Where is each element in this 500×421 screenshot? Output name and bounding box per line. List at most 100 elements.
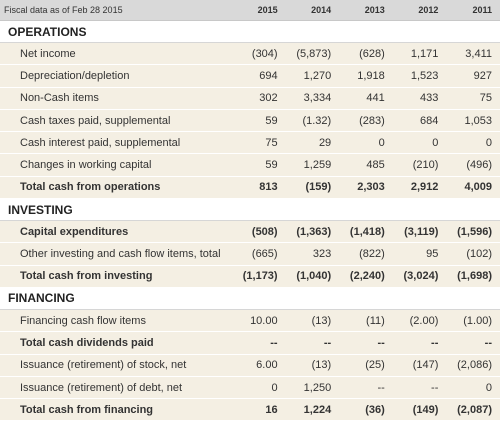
row-label: Cash interest paid, supplemental: [0, 131, 232, 155]
value-cell: --: [392, 376, 447, 400]
year-header[interactable]: 2011: [446, 0, 500, 21]
value-cell: 441: [339, 87, 393, 110]
value-cell: --: [446, 331, 500, 355]
section-header-operations: OPERATIONS: [0, 20, 500, 43]
value-cell: --: [392, 331, 447, 355]
value-cell: 2,303: [339, 176, 393, 200]
year-header[interactable]: 2013: [339, 0, 393, 21]
value-cell: (13): [285, 309, 340, 333]
value-cell: (822): [339, 242, 393, 266]
value-cell: (283): [339, 109, 393, 133]
value-cell: 6.00: [232, 354, 286, 377]
value-cell: (1,173): [232, 265, 286, 288]
value-cell: 1,053: [446, 109, 500, 133]
value-cell: 927: [446, 64, 500, 88]
value-cell: (5,873): [285, 42, 340, 66]
value-cell: (304): [232, 42, 286, 66]
value-cell: (1.32): [285, 109, 340, 133]
year-header[interactable]: 2012: [392, 0, 447, 21]
table-row: Depreciation/depletion 694 1,270 1,918 1,523…: [0, 64, 500, 88]
section-title: INVESTING: [0, 198, 500, 222]
value-cell: 684: [392, 109, 447, 133]
value-cell: 1,171: [392, 42, 447, 66]
row-label: Total cash from financing: [0, 398, 232, 421]
value-cell: (1.00): [446, 309, 500, 333]
table-row: Non-Cash items 302 3,334 441 433 75: [0, 87, 500, 110]
table-row: Issuance (retirement) of debt, net 0 1,250…: [0, 376, 500, 400]
value-cell: 16: [232, 398, 286, 421]
row-label: Cash taxes paid, supplemental: [0, 109, 232, 133]
fiscal-caption: Fiscal data as of Feb 28 2015: [0, 0, 232, 21]
value-cell: 813: [232, 176, 286, 200]
value-cell: 2,912: [392, 176, 447, 200]
row-label: Issuance (retirement) of stock, net: [0, 354, 232, 377]
value-cell: (2,240): [339, 265, 393, 288]
section-header-financing: FINANCING: [0, 287, 500, 310]
value-cell: (11): [339, 309, 393, 333]
table-row: Other investing and cash flow items, tot…: [0, 242, 500, 266]
value-cell: (147): [392, 354, 447, 377]
value-cell: --: [339, 376, 393, 400]
table-row: Total cash from investing (1,173) (1,040)(…: [0, 265, 500, 288]
table-row: Cash interest paid, supplemental 75 29 0 0 0: [0, 131, 500, 155]
value-cell: 433: [392, 87, 447, 110]
row-label: Net income: [0, 42, 232, 66]
value-cell: 1,270: [285, 64, 340, 88]
value-cell: (36): [339, 398, 393, 421]
value-cell: 4,009: [446, 176, 500, 200]
table-row: Financing cash flow items 10.00 (13) (11) (2…: [0, 309, 500, 333]
table-row: Capital expenditures (508) (1,363) (1,418)(…: [0, 220, 500, 244]
table-row: Cash taxes paid, supplemental 59 (1.32) (28…: [0, 109, 500, 133]
value-cell: 59: [232, 153, 286, 177]
value-cell: (2,087): [446, 398, 500, 421]
value-cell: (1,040): [285, 265, 340, 288]
value-cell: 1,523: [392, 64, 447, 88]
value-cell: (1,363): [285, 220, 340, 244]
section-header-investing: INVESTING: [0, 198, 500, 222]
row-label: Financing cash flow items: [0, 309, 232, 333]
value-cell: (159): [285, 176, 340, 200]
value-cell: (210): [392, 153, 447, 177]
value-cell: (508): [232, 220, 286, 244]
value-cell: 323: [285, 242, 340, 266]
value-cell: 1,250: [285, 376, 340, 400]
year-header[interactable]: 2014: [285, 0, 340, 21]
row-label: Changes in working capital: [0, 153, 232, 177]
value-cell: 10.00: [232, 309, 286, 333]
value-cell: (2.00): [392, 309, 447, 333]
year-header[interactable]: 2015: [232, 0, 286, 21]
value-cell: --: [339, 331, 393, 355]
table-row: Issuance (retirement) of stock, net 6.00(…: [0, 354, 500, 377]
row-label: Non-Cash items: [0, 87, 232, 110]
table-header-row: Fiscal data as of Feb 28 2015 2015 2014 …: [0, 0, 500, 21]
value-cell: 0: [446, 376, 500, 400]
value-cell: --: [285, 331, 340, 355]
value-cell: (149): [392, 398, 447, 421]
value-cell: 1,918: [339, 64, 393, 88]
value-cell: --: [232, 331, 286, 355]
table-row: Total cash from operations 813 (159) 2,303 2…: [0, 176, 500, 200]
value-cell: 3,334: [285, 87, 340, 110]
value-cell: 1,259: [285, 153, 340, 177]
value-cell: (1,596): [446, 220, 500, 244]
value-cell: 0: [446, 131, 500, 155]
table-row: Total cash from financing 16 1,224 (36) (149…: [0, 398, 500, 421]
row-label: Total cash from investing: [0, 265, 232, 288]
value-cell: (25): [339, 354, 393, 377]
value-cell: (2,086): [446, 354, 500, 377]
value-cell: 694: [232, 64, 286, 88]
value-cell: 95: [392, 242, 447, 266]
value-cell: 29: [285, 131, 340, 155]
value-cell: 75: [446, 87, 500, 110]
table-row: Net income (304) (5,873) (628) 1,171 3,411: [0, 42, 500, 66]
row-label: Total cash dividends paid: [0, 331, 232, 355]
value-cell: (3,119): [392, 220, 447, 244]
value-cell: 0: [392, 131, 447, 155]
row-label: Depreciation/depletion: [0, 64, 232, 88]
value-cell: (13): [285, 354, 340, 377]
section-title: FINANCING: [0, 287, 500, 310]
value-cell: (665): [232, 242, 286, 266]
table-row: Total cash dividends paid -- -- -- -- --: [0, 331, 500, 355]
